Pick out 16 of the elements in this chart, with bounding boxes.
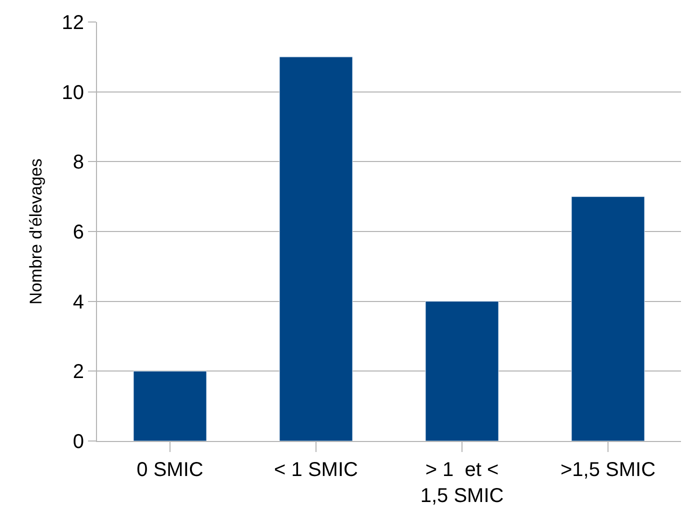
x-tick-label: 0 SMIC [136,459,204,481]
y-tick-label: 0 [72,431,84,453]
bar [425,301,499,441]
bar [571,196,645,441]
bar [133,370,207,441]
y-tick-label: 12 [62,12,84,34]
y-tick-label: 4 [72,291,84,314]
x-tick-label: < 1 SMIC [274,459,358,481]
y-tick-label: 10 [62,82,84,104]
y-tick-label: 8 [72,152,84,174]
x-tick-label: >1,5 SMIC [560,459,656,481]
y-tick-label: 2 [72,361,84,384]
x-tick-label: > 1 et < 1,5 SMIC [420,459,504,507]
bar [279,56,353,441]
y-axis-title: Nombre d'élevages [26,158,46,304]
y-tick-label: 6 [72,222,84,244]
